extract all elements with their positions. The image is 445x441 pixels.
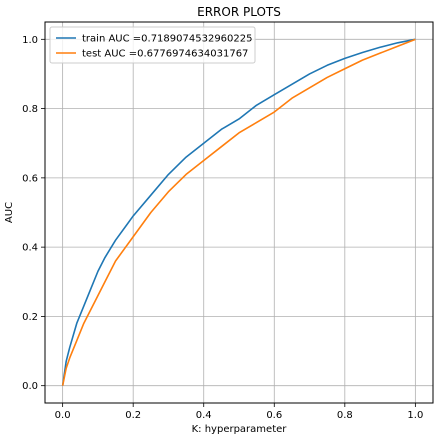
x-tick-label: 0.8: [337, 410, 353, 421]
chart-title: ERROR PLOTS: [197, 5, 281, 19]
x-tick-label: 1.0: [407, 410, 423, 421]
x-tick-label: 0.4: [196, 410, 212, 421]
y-tick-label: 0.6: [22, 173, 38, 184]
y-tick-label: 1.0: [22, 35, 38, 46]
plot-frame: [44, 21, 434, 404]
legend-label-test: test AUC =0.6776974634031767: [82, 49, 248, 60]
test-auc-line: [61, 38, 416, 386]
y-tick-label: 0.2: [22, 312, 38, 323]
legend-box: [49, 26, 256, 64]
x-axis-label: K: hyperparameter: [192, 424, 288, 435]
y-tick-label: 0.0: [22, 381, 38, 392]
x-tick-label: 0.2: [125, 410, 141, 421]
y-tick-label: 0.4: [22, 243, 38, 254]
y-axis-label: AUC: [4, 202, 15, 223]
y-tick-label: 0.8: [22, 104, 38, 115]
train-auc-line: [61, 38, 416, 386]
legend-label-train: train AUC =0.7189074532960225: [82, 34, 253, 45]
axis-ticks: 0.0 0.2 0.4 0.6 0.8 1.0 0.0 0.2 0.4 0.6 0.8 1.0: [22, 35, 423, 421]
legend: train AUC =0.7189074532960225 test AUC =…: [49, 26, 256, 64]
x-tick-label: 0.0: [55, 410, 71, 421]
x-tick-label: 0.6: [266, 410, 282, 421]
series-lines: [61, 38, 416, 386]
